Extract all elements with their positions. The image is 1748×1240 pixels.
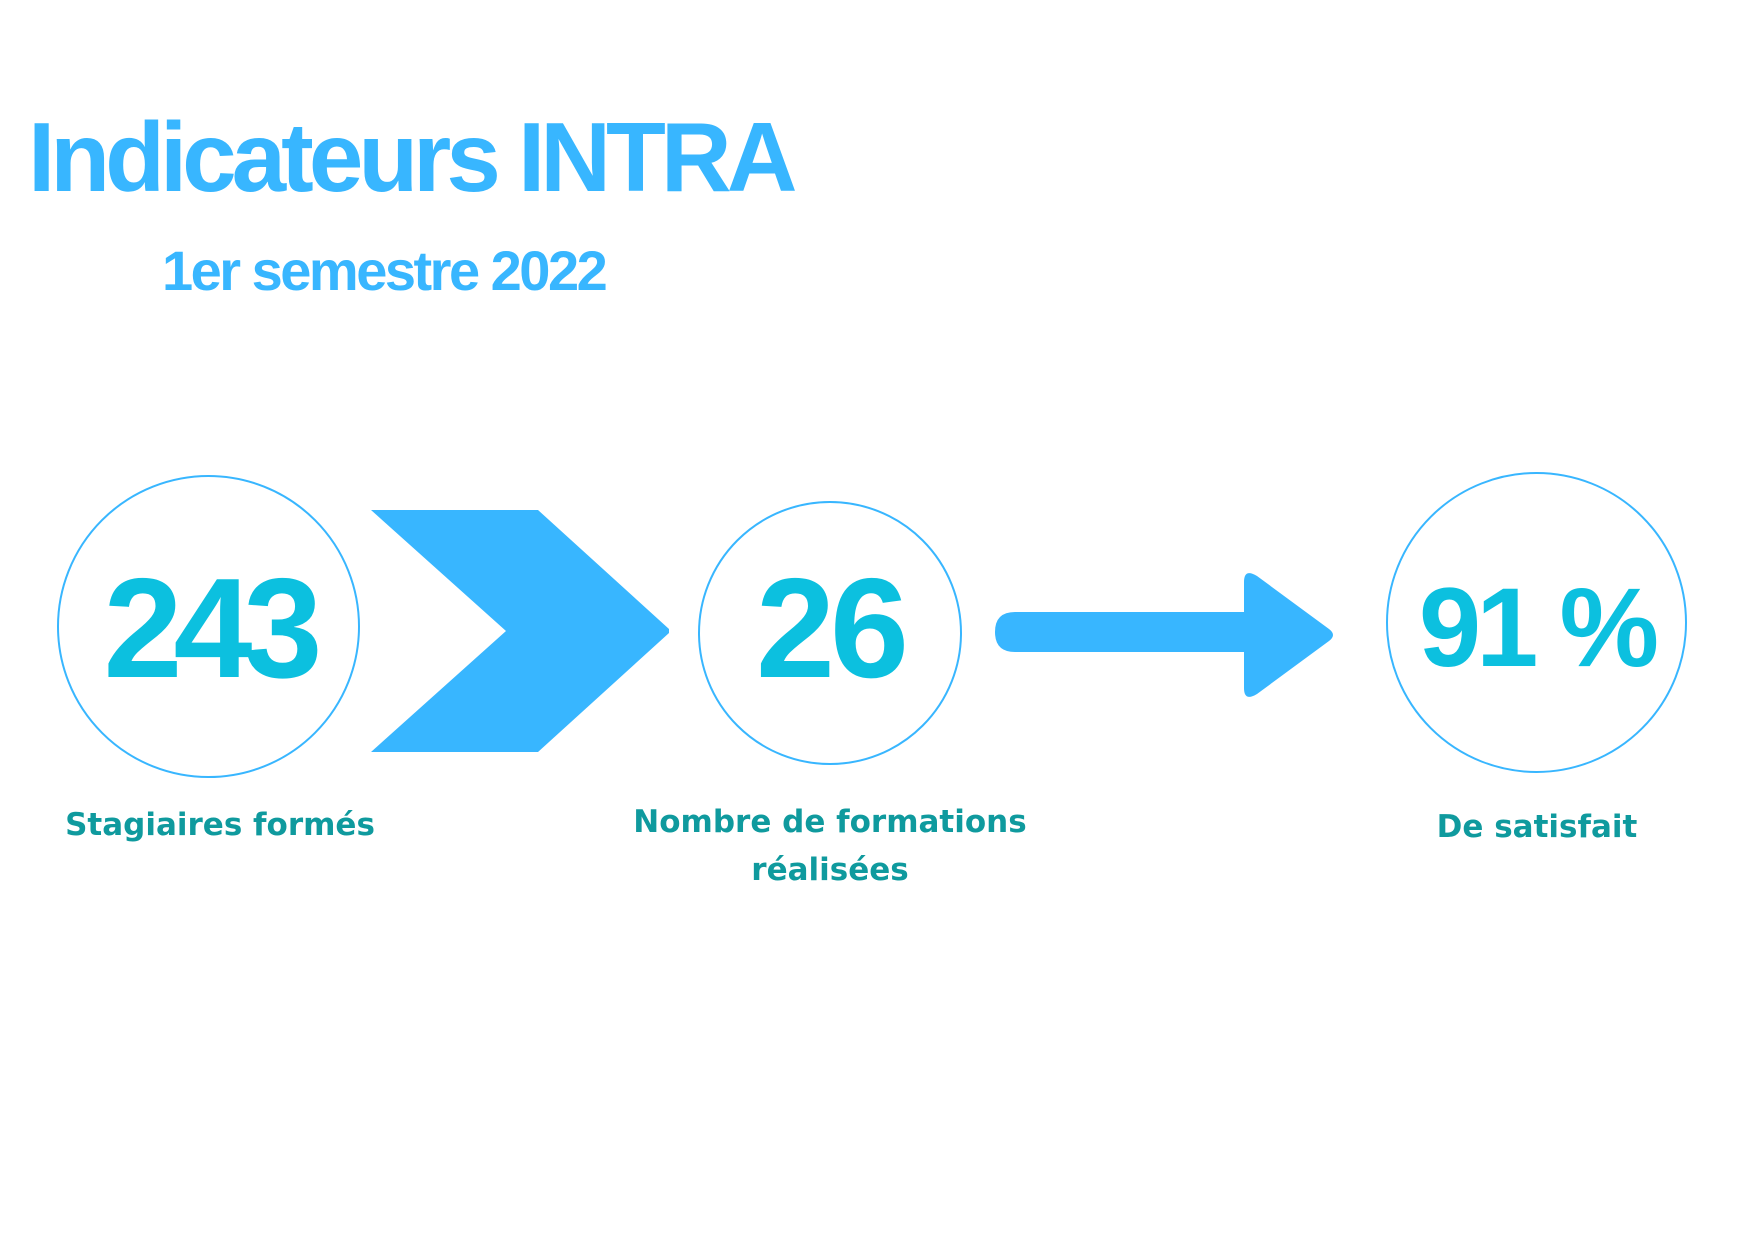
stat-circle-trainees: 243 <box>57 475 360 778</box>
arrow-right-icon <box>995 573 1333 697</box>
stat-circle-trainings: 26 <box>698 501 962 765</box>
stat-value-trainings: 26 <box>756 549 909 708</box>
stat-value-trainees: 243 <box>103 548 323 708</box>
stat-value-satisfaction: 91 % <box>1418 564 1659 690</box>
stat-label-trainings: Nombre de formations réalisées <box>633 804 1027 888</box>
stat-label-trainees: Stagiaires formés <box>65 807 375 843</box>
chevron-right-icon <box>371 510 669 752</box>
page-title: Indicateurs INTRA <box>28 102 797 212</box>
stat-label-satisfaction: De satisfait <box>1436 809 1638 845</box>
page-subtitle: 1er semestre 2022 <box>162 239 608 302</box>
stat-circle-satisfaction: 91 % <box>1386 472 1687 773</box>
